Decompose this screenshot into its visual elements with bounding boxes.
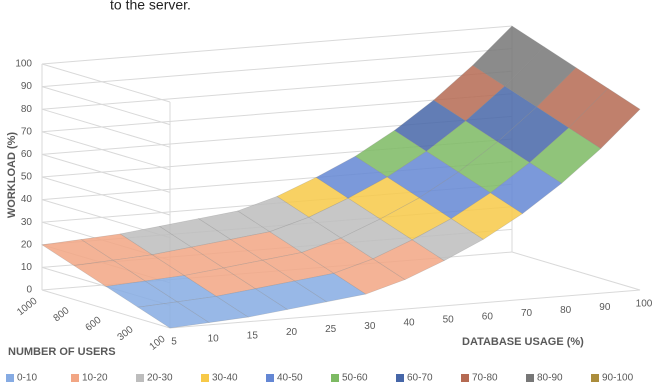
legend-label: 10-20 [82, 373, 108, 384]
legend-swatch [331, 374, 339, 382]
y-tick-label: 1000 [15, 296, 40, 319]
y-tick-label: 600 [84, 315, 104, 334]
legend-label: 70-80 [472, 373, 498, 384]
legend-swatch [396, 374, 404, 382]
z-axis-title: WORKLOAD (%) [6, 132, 18, 218]
legend-label: 60-70 [407, 373, 433, 384]
x-tick-label: 5 [171, 337, 177, 348]
legend-swatch [591, 374, 599, 382]
x-tick-label: 50 [443, 314, 455, 325]
caption: to the server. [110, 0, 191, 13]
legend-label: 80-90 [537, 373, 563, 384]
y-tick-label: 100 [148, 334, 168, 353]
z-tick-label: 70 [21, 126, 33, 137]
x-tick-label: 10 [208, 333, 220, 344]
legend-label: 20-30 [147, 373, 173, 384]
x-tick-label: 80 [560, 305, 572, 316]
z-tick-label: 80 [21, 104, 33, 115]
legend-label: 40-50 [277, 373, 303, 384]
x-tick-label: 25 [325, 324, 337, 335]
legend-label: 0-10 [17, 373, 37, 384]
z-tick-label: 100 [15, 59, 32, 70]
x-tick-label: 40 [403, 318, 415, 329]
legend-label: 50-60 [342, 373, 368, 384]
legend-swatch [71, 374, 79, 382]
legend-swatch [201, 374, 209, 382]
y-tick-label: 800 [52, 305, 72, 324]
z-tick-label: 30 [21, 217, 33, 228]
x-axis-title: DATABASE USAGE (%) [462, 336, 584, 348]
z-tick-label: 0 [26, 285, 32, 296]
legend-swatch [266, 374, 274, 382]
legend-swatch [6, 374, 14, 382]
surface-patch [568, 88, 641, 149]
z-tick-label: 20 [21, 239, 33, 250]
z-tick-label: 50 [21, 172, 33, 183]
x-tick-label: 15 [247, 330, 259, 341]
legend-swatch [461, 374, 469, 382]
floor-edge [169, 251, 641, 329]
x-tick-label: 90 [599, 302, 611, 313]
z-tick-label: 40 [21, 194, 33, 205]
x-tick-label: 70 [521, 308, 533, 319]
y-tick-label: 300 [116, 324, 136, 343]
legend-label: 90-100 [602, 373, 634, 384]
legend-swatch [526, 374, 534, 382]
z-tick-label: 10 [21, 262, 33, 273]
legend-label: 30-40 [212, 373, 238, 384]
x-tick-label: 30 [364, 321, 376, 332]
z-tick-label: 60 [21, 149, 33, 160]
x-tick-label: 100 [636, 299, 653, 310]
z-tick-label: 90 [21, 81, 33, 92]
x-tick-label: 60 [482, 311, 494, 322]
legend-swatch [136, 374, 144, 382]
y-axis-title: NUMBER OF USERS [8, 346, 116, 358]
x-tick-label: 20 [286, 327, 298, 338]
